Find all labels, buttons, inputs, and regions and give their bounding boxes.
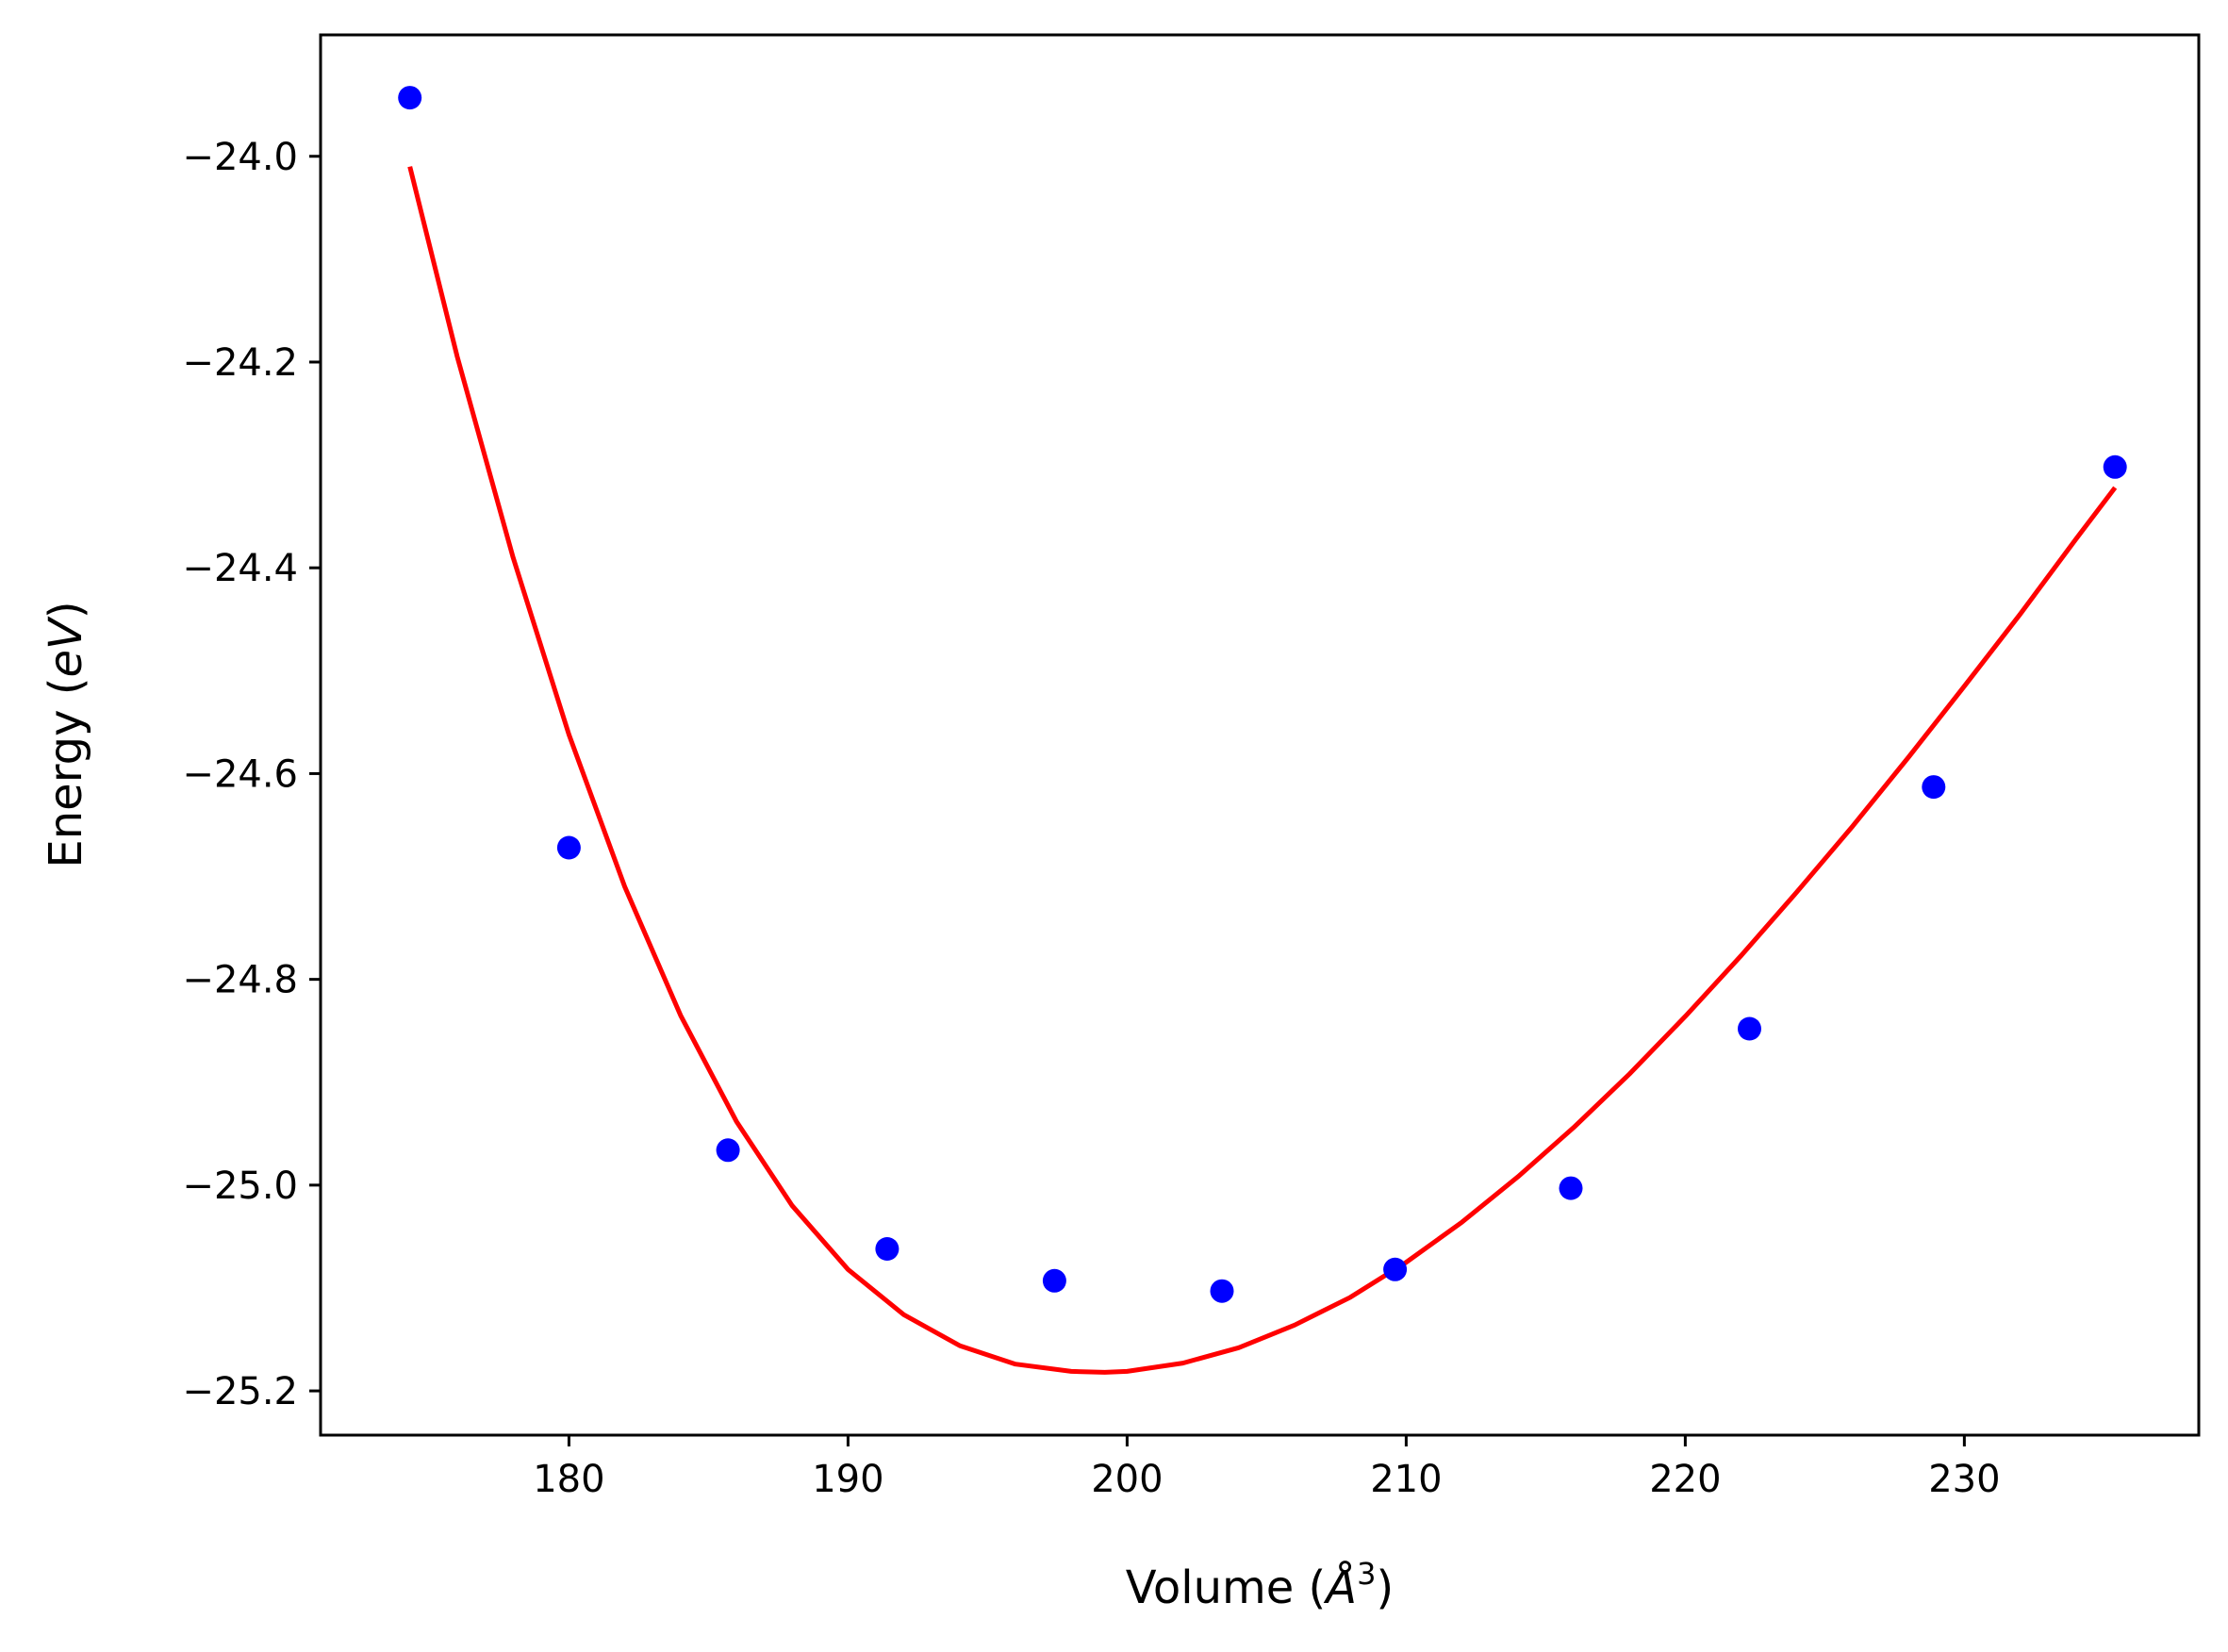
x-tick-label: 200 [1091,1458,1163,1501]
data-point-2 [556,835,581,860]
data-point-9 [1738,1016,1761,1041]
y-tick-label: −24.8 [182,959,298,1002]
x-axis-label-close: ) [1376,1561,1394,1614]
data-point-1 [398,86,422,110]
x-tick-label: 220 [1649,1458,1721,1501]
fit-curve-line [407,166,2118,1375]
data-point-5 [1042,1268,1066,1293]
data-point-8 [1559,1176,1583,1200]
x-tick-label: 230 [1928,1458,2000,1501]
x-axis-label-exponent: 3 [1357,1556,1376,1592]
data-point-6 [1210,1279,1234,1303]
y-axis-ticks: −24.0 −24.2 −24.4 −24.6 −24.8 −25.0 −25.2 [182,136,321,1413]
y-axis-label-close: ) [40,601,92,619]
data-point-7 [1383,1257,1408,1281]
y-axis-label-unit: eV [40,616,92,678]
y-tick-label: −24.4 [182,547,298,590]
data-point-3 [716,1138,740,1163]
y-axis-label-text: Energy ( [40,678,92,868]
y-axis-label: Energy (eV) [40,601,92,867]
x-tick-label: 180 [533,1458,604,1501]
y-tick-label: −24.0 [182,136,298,179]
y-tick-label: −25.2 [182,1370,298,1413]
y-tick-label: −24.6 [182,752,298,796]
x-axis-label-text: Volume ( [1126,1561,1327,1614]
data-point-11 [2103,454,2127,479]
x-axis-ticks: 180 190 200 210 220 230 [533,1435,2001,1501]
x-axis-label: Volume (Å3) [1126,1556,1394,1614]
axes-frame [319,33,2201,1437]
data-point-4 [875,1237,899,1261]
data-point-10 [1922,775,1946,800]
x-tick-label: 190 [812,1458,883,1501]
y-tick-label: −25.0 [182,1165,298,1208]
x-axis-label-symbol: Å [1323,1561,1357,1614]
plot-area [398,86,2127,1375]
x-tick-label: 210 [1370,1458,1442,1501]
y-tick-label: −24.2 [182,341,298,385]
